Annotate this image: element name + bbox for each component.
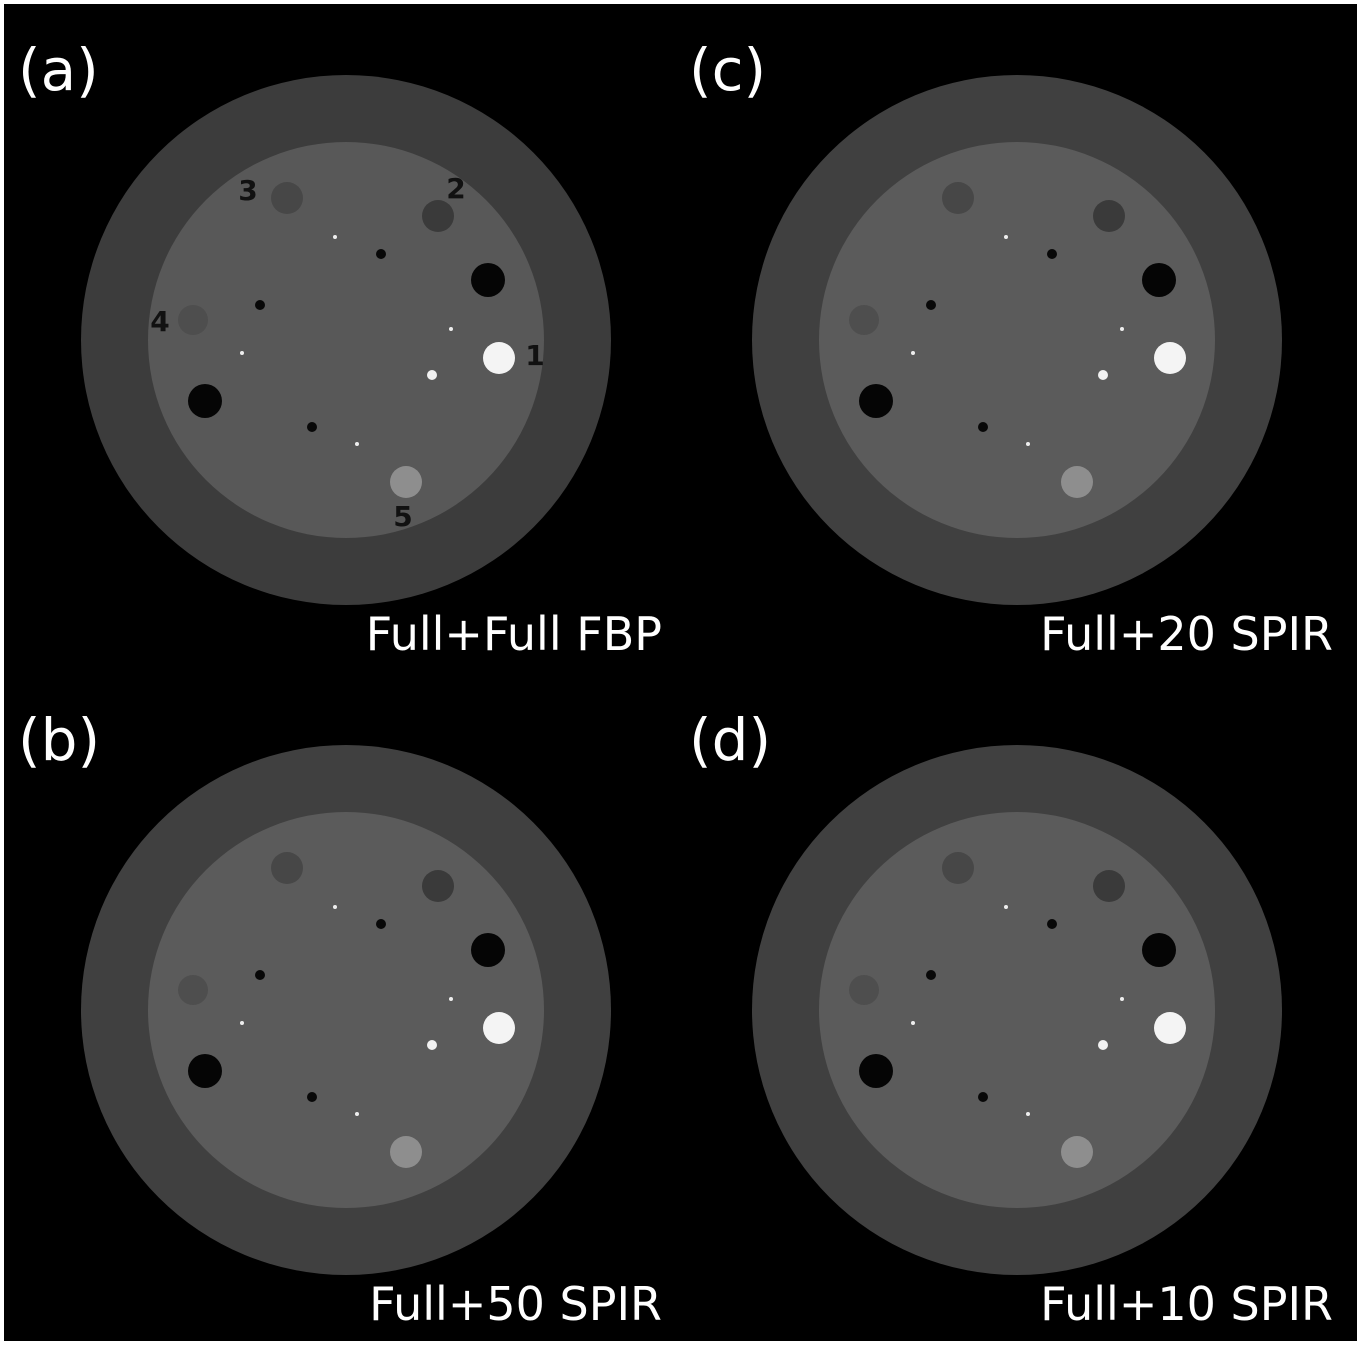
insert <box>926 970 936 980</box>
insert <box>188 384 222 418</box>
insert <box>1061 466 1093 498</box>
insert <box>1120 997 1124 1001</box>
insert <box>978 1092 988 1102</box>
insert <box>1004 235 1008 239</box>
insert <box>926 300 936 310</box>
insert <box>255 970 265 980</box>
insert <box>307 1092 317 1102</box>
insert <box>1026 1112 1030 1116</box>
insert <box>471 263 505 297</box>
insert <box>449 997 453 1001</box>
insert <box>178 975 208 1005</box>
insert <box>483 342 515 374</box>
insert <box>188 1054 222 1088</box>
insert <box>1142 263 1176 297</box>
insert-marker: 4 <box>150 305 169 338</box>
insert <box>849 305 879 335</box>
insert <box>422 870 454 902</box>
insert <box>859 384 893 418</box>
panel-caption: Full+10 SPIR <box>1040 1277 1333 1331</box>
insert <box>427 1040 437 1050</box>
insert <box>849 975 879 1005</box>
insert <box>1061 1136 1093 1168</box>
insert <box>1093 200 1125 232</box>
insert <box>240 1021 244 1025</box>
insert <box>271 182 303 214</box>
insert <box>255 300 265 310</box>
insert <box>1154 342 1186 374</box>
insert <box>307 422 317 432</box>
insert <box>271 852 303 884</box>
insert <box>978 422 988 432</box>
insert-marker: 1 <box>525 339 544 372</box>
phantom-inner <box>148 812 544 1208</box>
insert <box>911 1021 915 1025</box>
insert <box>240 351 244 355</box>
insert <box>942 852 974 884</box>
insert <box>1093 870 1125 902</box>
insert <box>1004 905 1008 909</box>
figure: (a) Full+Full FBP 1 2 3 4 5 (c) Full+20 SPIR (b) F… <box>0 0 1361 1345</box>
panel-label: (a) <box>18 36 99 104</box>
insert <box>355 442 359 446</box>
phantom-inner <box>819 812 1215 1208</box>
insert <box>859 1054 893 1088</box>
insert <box>1120 327 1124 331</box>
insert-marker: 3 <box>238 174 257 207</box>
insert <box>1026 442 1030 446</box>
insert <box>376 919 386 929</box>
insert <box>333 235 337 239</box>
panel-caption: Full+50 SPIR <box>369 1277 662 1331</box>
insert <box>483 1012 515 1044</box>
insert <box>355 1112 359 1116</box>
panel-label: (d) <box>689 706 771 774</box>
insert <box>1154 1012 1186 1044</box>
insert <box>333 905 337 909</box>
insert <box>449 327 453 331</box>
panel-caption: Full+20 SPIR <box>1040 607 1333 661</box>
insert <box>1098 370 1108 380</box>
panel-caption: Full+Full FBP <box>366 607 662 661</box>
insert <box>376 249 386 259</box>
phantom-inner <box>148 142 544 538</box>
insert <box>390 466 422 498</box>
insert <box>911 351 915 355</box>
insert <box>427 370 437 380</box>
insert <box>1047 919 1057 929</box>
insert <box>942 182 974 214</box>
panel-label: (c) <box>689 36 766 104</box>
insert <box>390 1136 422 1168</box>
insert <box>1098 1040 1108 1050</box>
insert <box>1142 933 1176 967</box>
insert <box>1047 249 1057 259</box>
panel-label: (b) <box>18 706 100 774</box>
insert <box>178 305 208 335</box>
insert <box>471 933 505 967</box>
insert-marker: 5 <box>393 500 412 533</box>
phantom-inner <box>819 142 1215 538</box>
insert-marker: 2 <box>446 172 465 205</box>
